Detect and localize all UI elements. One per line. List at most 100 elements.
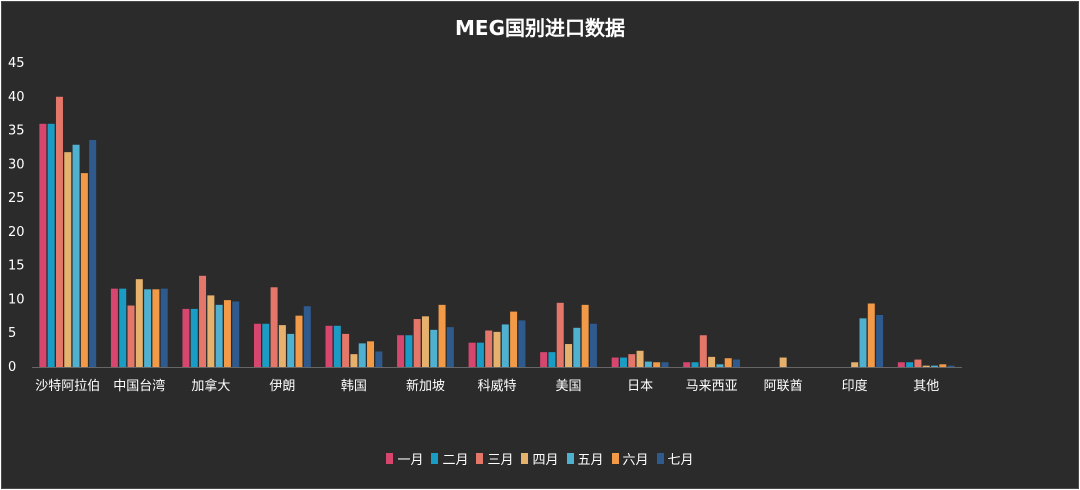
bar[interactable] (699, 335, 707, 367)
bar[interactable] (922, 365, 930, 367)
bar[interactable] (573, 327, 581, 367)
legend-label: 四月 (532, 453, 559, 468)
legend-item[interactable]: 五月 (566, 449, 604, 468)
bar[interactable] (253, 323, 261, 367)
bar[interactable] (160, 288, 168, 367)
bar[interactable] (476, 342, 484, 367)
bar[interactable] (779, 357, 787, 367)
bar[interactable] (589, 323, 597, 367)
bar[interactable] (565, 344, 573, 367)
bar[interactable] (89, 140, 97, 367)
bar[interactable] (232, 301, 240, 367)
bar[interactable] (485, 330, 493, 367)
bar[interactable] (661, 362, 669, 367)
bar[interactable] (430, 329, 438, 367)
bar[interactable] (55, 96, 63, 368)
bar[interactable] (636, 350, 644, 367)
bar[interactable] (375, 351, 383, 367)
bar[interactable] (64, 152, 72, 367)
bar[interactable] (851, 362, 859, 367)
bar[interactable] (413, 319, 421, 367)
bar[interactable] (342, 333, 350, 367)
bar[interactable] (367, 341, 375, 367)
legend-label: 一月 (397, 453, 424, 468)
bar[interactable] (446, 327, 454, 367)
bar[interactable] (867, 303, 875, 367)
bar[interactable] (581, 304, 589, 367)
bar[interactable] (47, 123, 55, 367)
y-tick-label: 30 (8, 157, 25, 172)
bar[interactable] (358, 343, 366, 367)
bar[interactable] (548, 352, 556, 367)
legend-swatch (431, 453, 439, 464)
bar[interactable] (493, 331, 501, 367)
bar[interactable] (556, 302, 564, 367)
legend-label: 五月 (577, 453, 604, 468)
bar[interactable] (135, 279, 143, 367)
legend-label: 七月 (667, 453, 694, 468)
bar[interactable] (518, 320, 526, 367)
bar[interactable] (501, 324, 509, 367)
bar[interactable] (127, 305, 135, 367)
bar[interactable] (152, 289, 160, 367)
legend-item[interactable]: 七月 (656, 449, 694, 468)
bar[interactable] (199, 275, 207, 367)
bar[interactable] (182, 308, 190, 367)
bar[interactable] (325, 325, 333, 367)
legend-item[interactable]: 三月 (476, 449, 513, 468)
bar[interactable] (262, 323, 270, 367)
bar[interactable] (438, 304, 446, 367)
y-tick-label: 25 (8, 191, 25, 206)
bar[interactable] (724, 358, 732, 367)
x-tick-label: 新加坡 (406, 378, 445, 394)
x-tick-label: 沙特阿拉伯 (35, 379, 100, 394)
bar[interactable] (691, 362, 699, 367)
bar[interactable] (683, 362, 691, 367)
bar[interactable] (350, 354, 358, 367)
legend-item[interactable]: 六月 (611, 449, 649, 468)
bar[interactable] (931, 365, 939, 367)
bar[interactable] (39, 123, 47, 367)
bar[interactable] (110, 288, 118, 367)
bar[interactable] (947, 365, 955, 367)
bar[interactable] (397, 335, 405, 367)
bar[interactable] (611, 357, 619, 367)
bar[interactable] (278, 325, 286, 367)
bar[interactable] (215, 304, 223, 367)
bar[interactable] (628, 354, 636, 367)
bar[interactable] (876, 314, 884, 367)
bar[interactable] (619, 357, 627, 367)
bar[interactable] (510, 311, 518, 367)
bar[interactable] (859, 318, 867, 367)
bar[interactable] (421, 316, 429, 367)
bar[interactable] (295, 315, 303, 367)
bar[interactable] (733, 359, 741, 367)
bar[interactable] (468, 342, 476, 367)
bar[interactable] (897, 362, 905, 367)
bar[interactable] (80, 173, 88, 367)
bar[interactable] (405, 335, 413, 367)
legend-item[interactable]: 四月 (521, 449, 559, 468)
bar[interactable] (270, 287, 278, 367)
bar[interactable] (333, 325, 341, 367)
bar[interactable] (144, 289, 152, 367)
bar[interactable] (653, 362, 661, 367)
legend-item[interactable]: 二月 (431, 449, 468, 468)
bar[interactable] (303, 306, 311, 367)
bar[interactable] (939, 364, 947, 367)
bar[interactable] (644, 361, 652, 367)
bar[interactable] (190, 308, 198, 367)
bar[interactable] (914, 359, 922, 367)
legend-item[interactable]: 一月 (386, 449, 423, 468)
bar[interactable] (72, 144, 80, 367)
bar[interactable] (287, 333, 295, 367)
bar[interactable] (716, 364, 724, 367)
bar[interactable] (119, 288, 127, 367)
y-tick-label: 45 (8, 56, 25, 71)
bar[interactable] (906, 362, 914, 367)
bar[interactable] (708, 356, 716, 367)
bar[interactable] (540, 352, 548, 367)
bar[interactable] (223, 300, 231, 367)
bar[interactable] (207, 295, 215, 367)
